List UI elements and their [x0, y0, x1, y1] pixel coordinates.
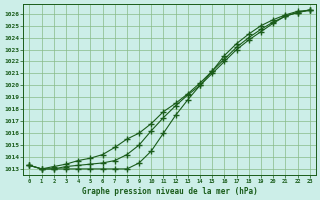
X-axis label: Graphe pression niveau de la mer (hPa): Graphe pression niveau de la mer (hPa) [82, 187, 258, 196]
